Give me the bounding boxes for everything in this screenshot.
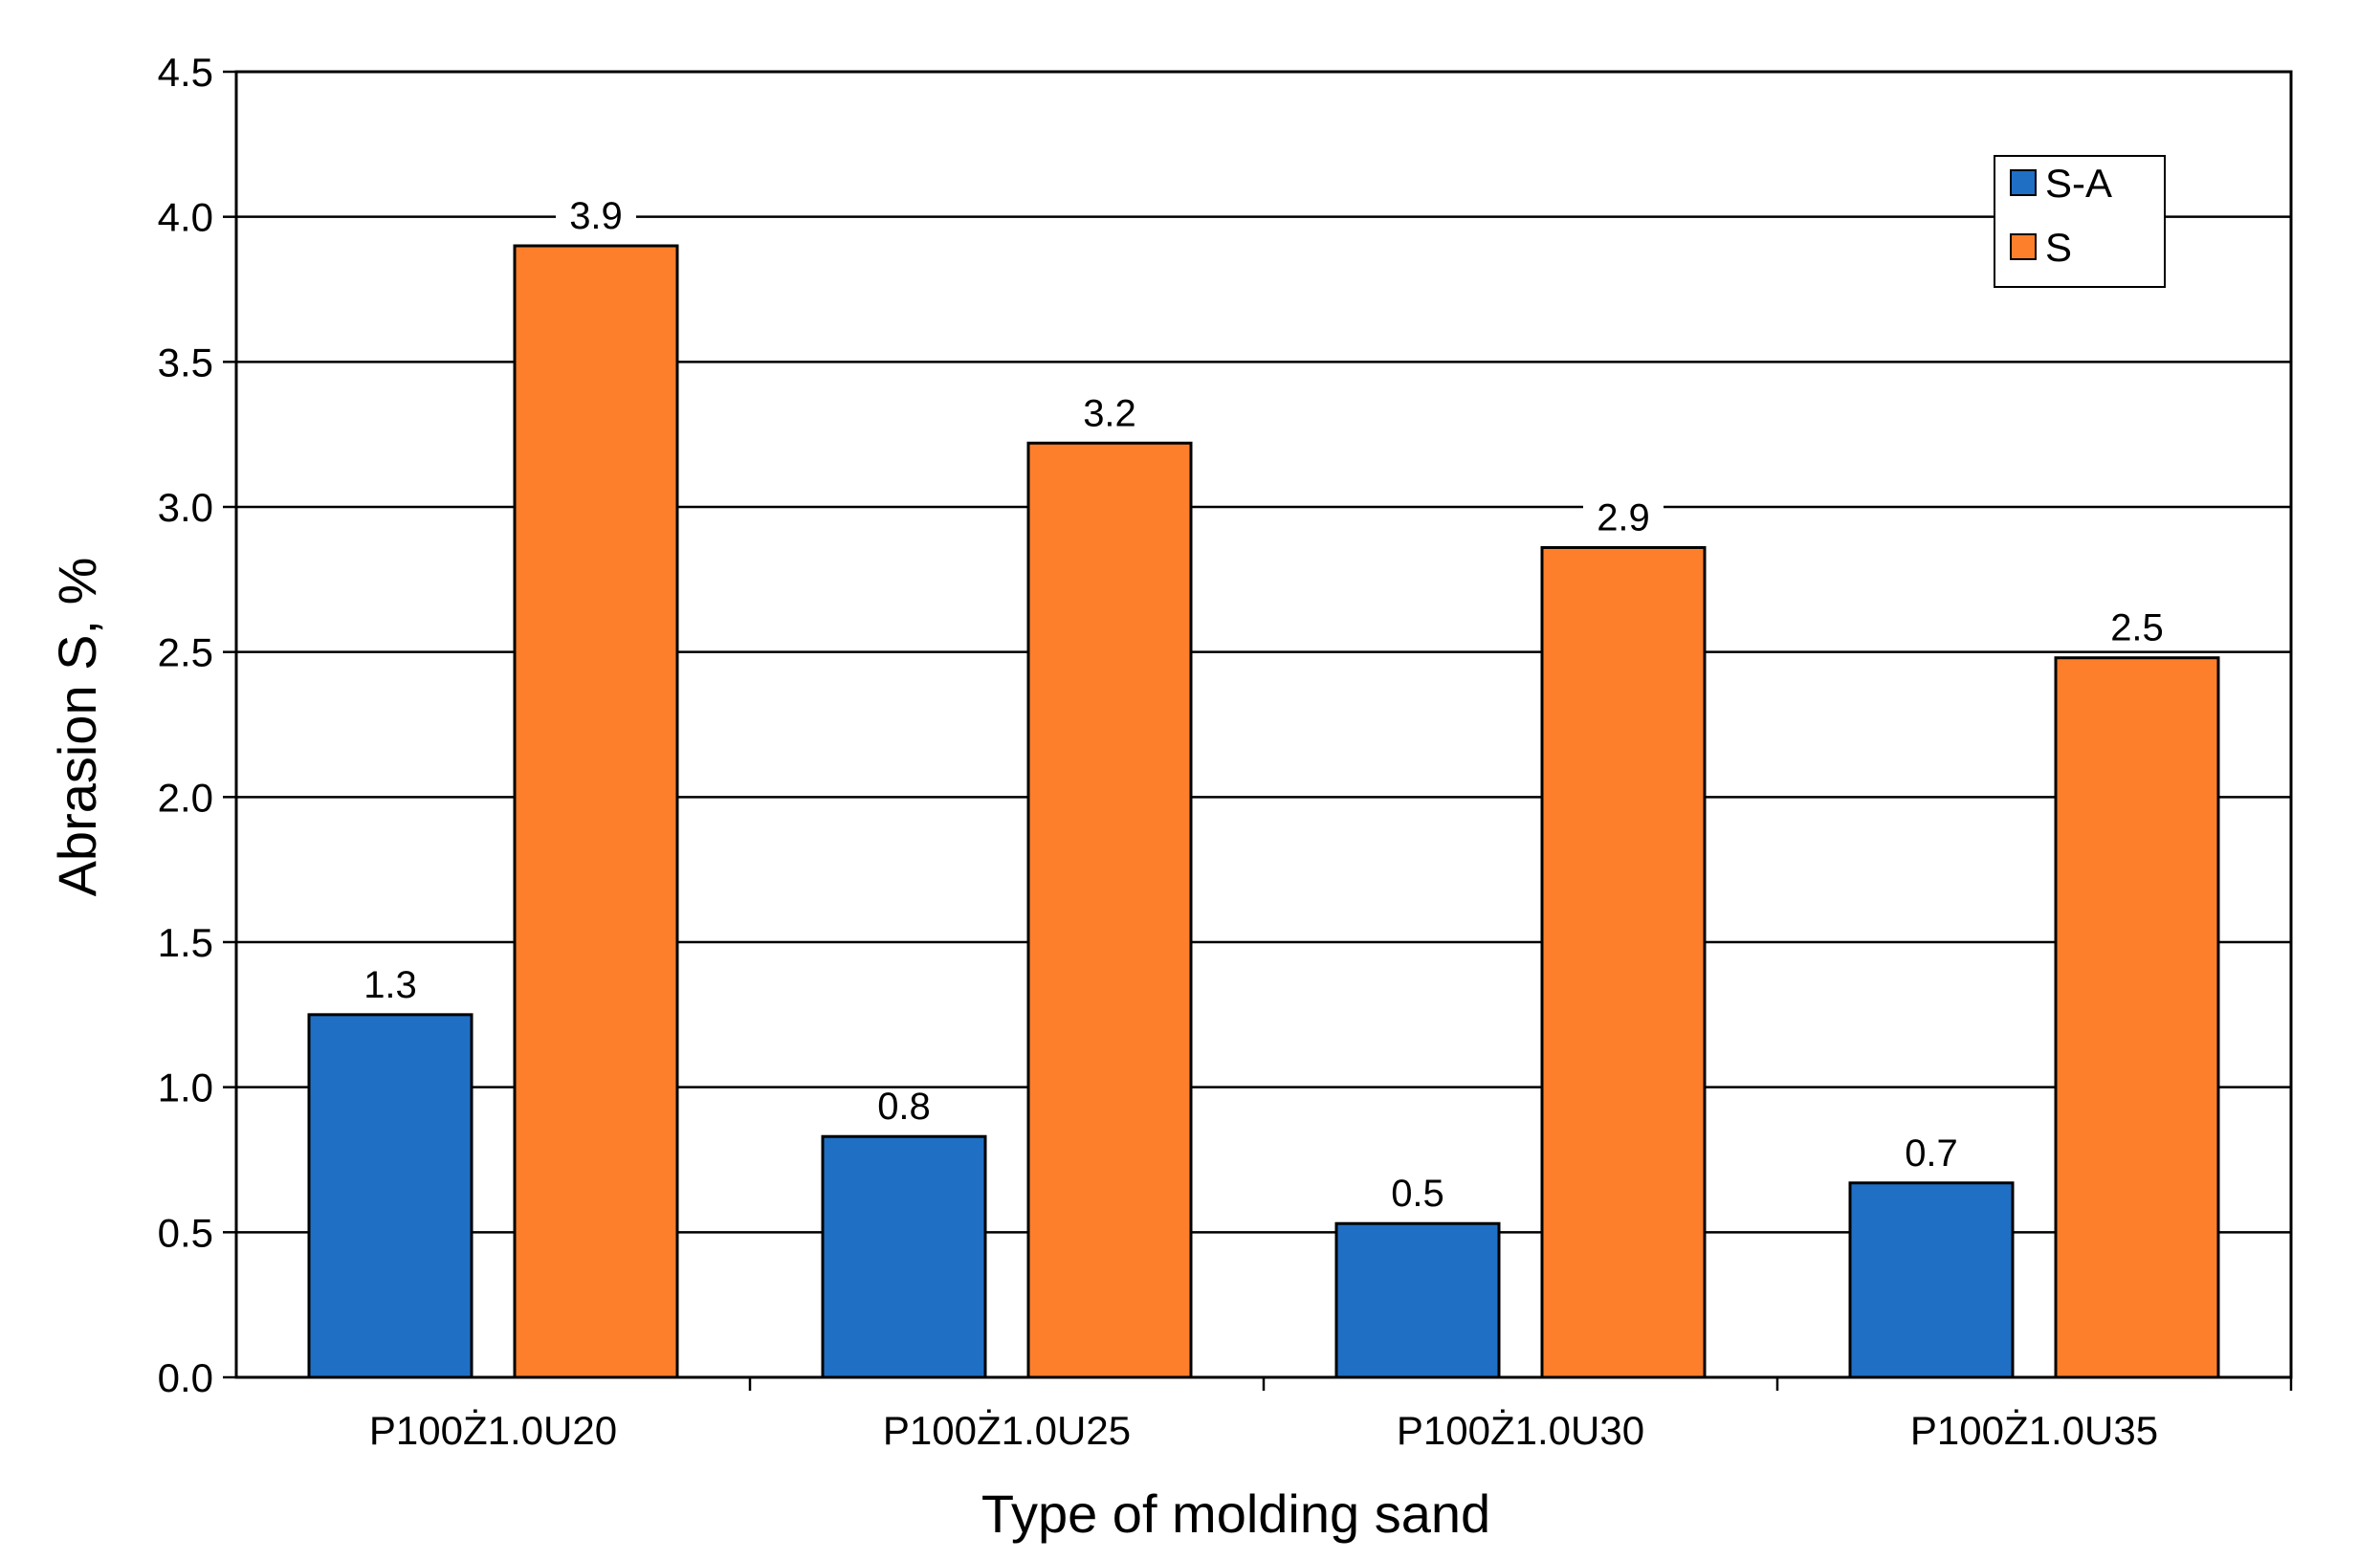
data-label: 3.2	[1083, 392, 1136, 434]
data-label: 1.3	[364, 964, 417, 1006]
data-label-bg	[1069, 395, 1150, 430]
y-tick-label: 1.0	[158, 1066, 213, 1110]
y-tick-label: 2.5	[158, 630, 213, 675]
data-label-bg	[1583, 499, 1664, 535]
x-axis-categories: P100Ż1.0U20 P100Ż1.0U25 P100Ż1.0U30 P100Ż1.…	[369, 1377, 2293, 1453]
bar-s-a-1	[307, 1013, 474, 1379]
data-label-bg	[1891, 1134, 1972, 1170]
data-label-bg	[1377, 1175, 1458, 1211]
data-label: 0.5	[1391, 1173, 1444, 1215]
data-label-bg	[350, 966, 430, 1001]
legend-swatch-s-a	[2010, 169, 2037, 196]
data-labels: 1.3 3.9 0.8 3.2 0.5 2.9 0.7 2.5	[350, 195, 2177, 1215]
bar-s-4	[2054, 656, 2220, 1379]
bar-s-3	[1540, 545, 1707, 1379]
x-category-label: P100Ż1.0U30	[1397, 1408, 1644, 1453]
data-label: 2.9	[1597, 496, 1650, 538]
y-tick-label: 2.0	[158, 775, 213, 820]
x-category-label: P100Ż1.0U20	[369, 1408, 617, 1453]
y-axis-ticks: 0.0 0.5 1.0 1.5 2.0 2.5 3.0 3.5 4.0 4.5	[158, 50, 236, 1400]
bar-s-a-3	[1334, 1221, 1501, 1379]
bars	[307, 244, 2220, 1379]
y-tick-label: 4.0	[158, 195, 213, 240]
y-tick-label: 0.5	[158, 1210, 213, 1255]
x-category-label: P100Ż1.0U35	[1910, 1408, 2158, 1453]
bar-s-a-4	[1848, 1181, 2015, 1379]
bar-s-a-2	[821, 1134, 987, 1379]
y-tick-label: 1.5	[158, 920, 213, 965]
legend-label-s: S	[2045, 225, 2072, 270]
y-tick-label: 3.5	[158, 340, 213, 385]
y-axis-title: Abrasion S, %	[47, 558, 107, 897]
data-label: 3.9	[569, 195, 623, 237]
x-axis-title: Type of molding sand	[981, 1483, 1490, 1544]
x-category-label: P100Ż1.0U25	[883, 1408, 1131, 1453]
legend-swatch-s	[2010, 233, 2037, 260]
legend-label-s-a: S-A	[2045, 161, 2112, 206]
y-tick-label: 0.0	[158, 1355, 213, 1400]
data-label-bg	[864, 1088, 944, 1124]
data-label-bg	[2097, 609, 2177, 645]
data-label: 2.5	[2110, 607, 2164, 649]
data-label: 0.7	[1905, 1132, 1958, 1175]
y-tick-label: 3.0	[158, 485, 213, 530]
data-label: 0.8	[877, 1086, 931, 1128]
bar-s-1	[513, 244, 679, 1379]
y-tick-label: 4.5	[158, 50, 213, 95]
legend: S-A S	[1994, 155, 2166, 288]
bar-s-2	[1026, 441, 1193, 1379]
data-label-bg	[556, 198, 636, 232]
